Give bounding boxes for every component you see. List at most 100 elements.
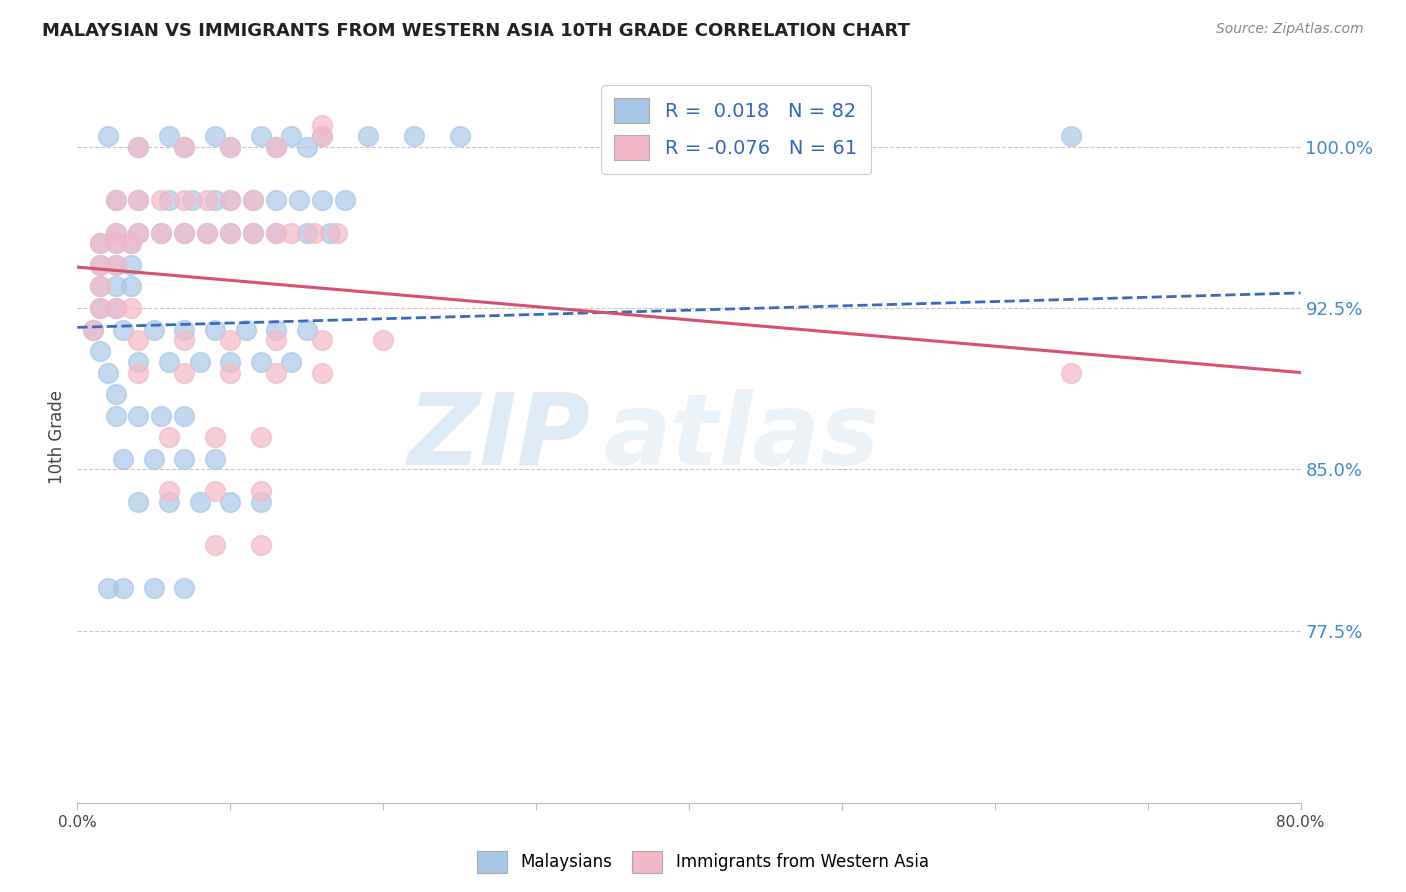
Point: [449, 128, 471, 143]
Point: [150, 409, 173, 423]
Point: [127, 226, 149, 240]
Point: [311, 128, 333, 143]
Point: [204, 430, 226, 444]
Point: [173, 139, 195, 153]
Point: [295, 322, 318, 336]
Point: [311, 194, 333, 208]
Point: [127, 194, 149, 208]
Text: MALAYSIAN VS IMMIGRANTS FROM WESTERN ASIA 10TH GRADE CORRELATION CHART: MALAYSIAN VS IMMIGRANTS FROM WESTERN ASI…: [42, 22, 910, 40]
Point: [127, 139, 149, 153]
Point: [104, 301, 127, 315]
Point: [173, 333, 195, 347]
Point: [127, 226, 149, 240]
Point: [195, 226, 218, 240]
Point: [219, 355, 242, 369]
Point: [250, 128, 273, 143]
Point: [150, 194, 173, 208]
Point: [295, 139, 318, 153]
Point: [264, 226, 287, 240]
Point: [264, 322, 287, 336]
Point: [311, 366, 333, 380]
Point: [104, 236, 127, 251]
Point: [280, 226, 302, 240]
Point: [357, 128, 380, 143]
Point: [150, 226, 173, 240]
Point: [89, 279, 111, 293]
Point: [142, 322, 165, 336]
Point: [242, 194, 264, 208]
Point: [264, 366, 287, 380]
Point: [371, 333, 394, 347]
Point: [89, 344, 111, 359]
Point: [97, 366, 120, 380]
Legend: Malaysians, Immigrants from Western Asia: Malaysians, Immigrants from Western Asia: [471, 845, 935, 880]
Point: [219, 366, 242, 380]
Point: [204, 451, 226, 466]
Point: [112, 581, 135, 595]
Point: [311, 333, 333, 347]
Point: [280, 355, 302, 369]
Point: [104, 258, 127, 272]
Point: [104, 409, 127, 423]
Point: [242, 194, 264, 208]
Point: [97, 128, 120, 143]
Point: [127, 494, 149, 508]
Point: [402, 128, 425, 143]
Point: [142, 451, 165, 466]
Text: ZIP: ZIP: [408, 389, 591, 485]
Point: [120, 279, 142, 293]
Point: [264, 226, 287, 240]
Point: [188, 355, 211, 369]
Point: [104, 194, 127, 208]
Point: [235, 322, 257, 336]
Point: [242, 226, 264, 240]
Point: [204, 194, 226, 208]
Point: [89, 236, 111, 251]
Point: [195, 226, 218, 240]
Point: [157, 194, 180, 208]
Point: [173, 226, 195, 240]
Y-axis label: 10th Grade: 10th Grade: [48, 390, 66, 484]
Point: [157, 483, 180, 498]
Point: [89, 236, 111, 251]
Point: [120, 236, 142, 251]
Point: [173, 226, 195, 240]
Point: [104, 258, 127, 272]
Point: [181, 194, 204, 208]
Point: [204, 128, 226, 143]
Point: [188, 494, 211, 508]
Point: [127, 409, 149, 423]
Point: [112, 322, 135, 336]
Point: [219, 226, 242, 240]
Point: [173, 194, 195, 208]
Point: [89, 258, 111, 272]
Legend: R =  0.018   N = 82, R = -0.076   N = 61: R = 0.018 N = 82, R = -0.076 N = 61: [600, 85, 870, 174]
Point: [326, 226, 349, 240]
Point: [120, 301, 142, 315]
Point: [82, 322, 104, 336]
Point: [104, 226, 127, 240]
Point: [173, 322, 195, 336]
Point: [250, 355, 273, 369]
Point: [112, 451, 135, 466]
Point: [104, 236, 127, 251]
Point: [318, 226, 340, 240]
Point: [250, 483, 273, 498]
Text: Source: ZipAtlas.com: Source: ZipAtlas.com: [1216, 22, 1364, 37]
Point: [264, 139, 287, 153]
Point: [173, 139, 195, 153]
Point: [219, 194, 242, 208]
Point: [288, 194, 311, 208]
Point: [219, 226, 242, 240]
Point: [150, 226, 173, 240]
Point: [242, 226, 264, 240]
Point: [1060, 366, 1083, 380]
Point: [219, 139, 242, 153]
Point: [157, 128, 180, 143]
Point: [195, 194, 218, 208]
Point: [333, 194, 356, 208]
Point: [157, 355, 180, 369]
Point: [173, 581, 195, 595]
Point: [204, 483, 226, 498]
Point: [127, 355, 149, 369]
